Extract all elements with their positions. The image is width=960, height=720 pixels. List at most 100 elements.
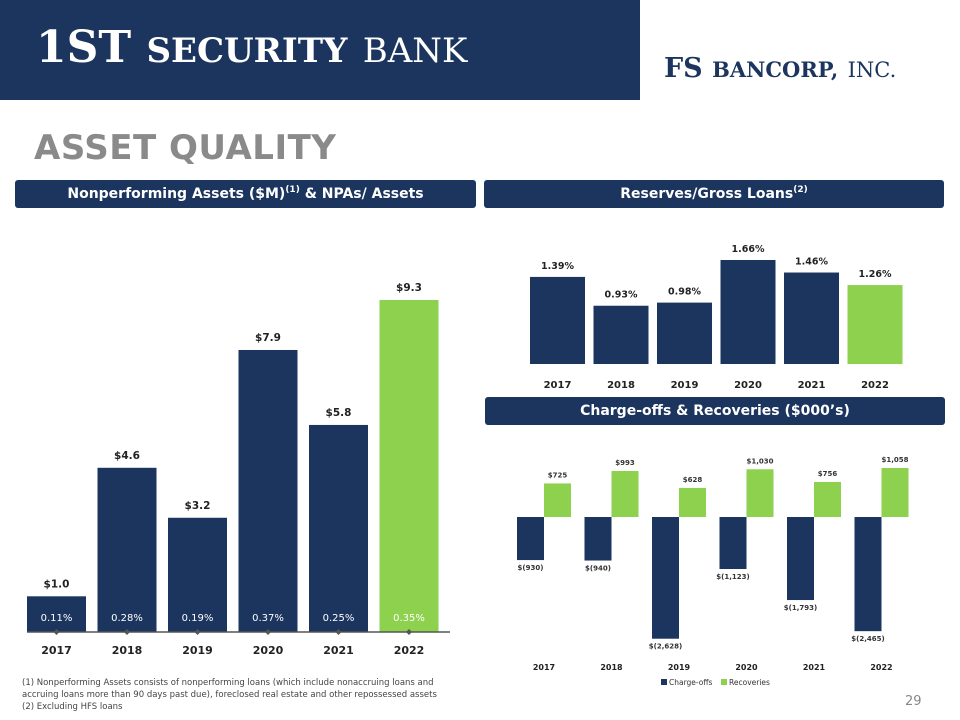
npa-bar-2021 <box>309 424 368 632</box>
chargeoff-value-label: $(1,793) <box>784 604 817 612</box>
reserves-value-label: 1.66% <box>732 244 765 255</box>
chargeoffs-category-label: 2022 <box>870 663 892 672</box>
holding-logo: FS BANCORP, INC. <box>664 53 896 84</box>
header-banner: 1ST SECURITY BANK FS BANCORP, INC. <box>0 0 960 100</box>
npa-category-label: 2022 <box>394 644 425 657</box>
reserves-value-label: 1.39% <box>541 261 574 272</box>
npa-value-label: $7.9 <box>255 332 281 344</box>
reserves-category-label: 2021 <box>798 380 826 391</box>
recovery-value-label: $993 <box>615 459 635 467</box>
reserves-bar-2021 <box>784 272 839 364</box>
npa-bar-2018 <box>97 467 157 632</box>
reserves-value-label: 1.26% <box>859 269 892 280</box>
npa-category-label: 2019 <box>182 644 213 657</box>
npa-axis-marker <box>335 629 342 635</box>
reserves-category-label: 2020 <box>734 380 762 391</box>
recovery-value-label: $1,058 <box>881 456 908 464</box>
recovery-value-label: $725 <box>548 471 568 479</box>
chargeoff-bar-2021 <box>787 517 814 601</box>
legend-label-chargeoffs: Charge-offs <box>669 678 713 687</box>
recovery-bar-2020 <box>746 469 774 517</box>
holding-logo-text-2: BANCORP, <box>712 57 839 82</box>
npa-category-label: 2021 <box>323 644 354 657</box>
chargeoff-value-label: $(2,465) <box>851 635 884 643</box>
npa-category-label: 2018 <box>112 644 143 657</box>
npa-value-label: $1.0 <box>44 578 70 590</box>
bank-logo-text-2: SECURITY <box>146 31 348 71</box>
npa-ratio-label: 0.28% <box>111 613 143 624</box>
chargeoff-value-label: $(1,123) <box>716 573 749 581</box>
npa-title: Nonperforming Assets ($M) <box>67 186 286 202</box>
recovery-value-label: $1,030 <box>746 457 773 465</box>
bank-logo-text-3: BANK <box>362 31 468 71</box>
npa-value-label: $9.3 <box>396 282 422 294</box>
npa-title-suffix: & NPAs/ Assets <box>304 186 424 202</box>
recovery-bar-2021 <box>814 481 841 517</box>
page-title: ASSET QUALITY <box>34 128 337 168</box>
bank-logo-text-1: 1ST <box>36 22 132 73</box>
reserves-value-label: 1.46% <box>795 257 828 268</box>
chargeoff-bar-2022 <box>854 517 882 632</box>
recovery-bar-2018 <box>611 471 639 517</box>
footnote-2: (2) Excluding HFS loans <box>22 702 123 712</box>
chargeoffs-category-label: 2019 <box>668 663 691 672</box>
reserves-category-label: 2019 <box>671 380 699 391</box>
npa-bar-2020 <box>238 349 298 632</box>
recovery-bar-2019 <box>679 487 706 517</box>
page-number: 29 <box>905 694 922 709</box>
reserves-title: Reserves/Gross Loans <box>620 186 794 202</box>
reserves-bar-2019 <box>657 302 712 364</box>
recovery-bar-2017 <box>544 483 571 517</box>
npa-ratio-label: 0.11% <box>41 613 73 624</box>
reserves-value-label: 0.93% <box>605 290 638 301</box>
chargeoffs-title: Charge-offs & Recoveries ($000’s) <box>580 403 850 419</box>
chargeoffs-category-label: 2020 <box>735 663 758 672</box>
chargeoff-value-label: $(940) <box>585 565 611 573</box>
npa-bar-2022 <box>379 300 439 632</box>
legend-swatch-recoveries <box>721 679 727 685</box>
chargeoff-bar-2020 <box>719 517 747 570</box>
chargeoffs-section-header: Charge-offs & Recoveries ($000’s) <box>485 397 945 425</box>
reserves-bar-2020 <box>720 260 776 364</box>
chargeoffs-category-label: 2021 <box>803 663 826 672</box>
chargeoff-bar-2018 <box>584 517 612 561</box>
footnotes: (1) Nonperforming Assets consists of non… <box>22 677 472 713</box>
npa-ratio-label: 0.25% <box>323 613 355 624</box>
npa-title-sup: (1) <box>285 185 300 195</box>
npa-axis-marker <box>53 629 60 635</box>
recovery-value-label: $756 <box>818 470 838 478</box>
reserves-section-header: Reserves/Gross Loans (2) <box>484 180 944 208</box>
reserves-bar-2017 <box>530 276 585 364</box>
chargeoff-value-label: $(930) <box>518 564 544 572</box>
npa-axis-marker <box>265 629 271 635</box>
npa-section-header: Nonperforming Assets ($M) (1) & NPAs/ Ass… <box>15 180 476 208</box>
legend-label-recoveries: Recoveries <box>729 678 770 687</box>
npa-category-label: 2020 <box>253 644 284 657</box>
reserves-bar-2018 <box>593 305 649 364</box>
chargeoffs-category-label: 2018 <box>600 663 623 672</box>
holding-logo-area <box>640 0 960 100</box>
recovery-bar-2022 <box>881 468 909 517</box>
chargeoff-bar-2017 <box>517 517 544 561</box>
holding-logo-text-3: INC. <box>847 58 897 82</box>
npa-bar-2019 <box>168 517 227 632</box>
npa-category-label: 2017 <box>41 644 72 657</box>
reserves-category-label: 2022 <box>861 380 889 391</box>
footnote-1: (1) Nonperforming Assets consists of non… <box>22 678 437 700</box>
npa-value-label: $3.2 <box>185 500 211 512</box>
holding-logo-text-1: FS <box>664 53 703 84</box>
npa-ratio-label: 0.37% <box>252 613 284 624</box>
reserves-title-sup: (2) <box>793 185 808 195</box>
recovery-value-label: $628 <box>683 476 703 484</box>
reserves-bar-2022 <box>847 285 903 364</box>
npa-axis-marker <box>406 629 412 635</box>
npa-ratio-label: 0.19% <box>182 613 214 624</box>
npa-axis-marker <box>124 629 130 635</box>
npa-value-label: $5.8 <box>326 407 352 419</box>
reserves-value-label: 0.98% <box>668 287 701 298</box>
reserves-category-label: 2018 <box>607 380 635 391</box>
npa-ratio-label: 0.35% <box>393 613 425 624</box>
npa-bar-2017 <box>27 596 86 632</box>
npa-value-label: $4.6 <box>114 450 140 462</box>
